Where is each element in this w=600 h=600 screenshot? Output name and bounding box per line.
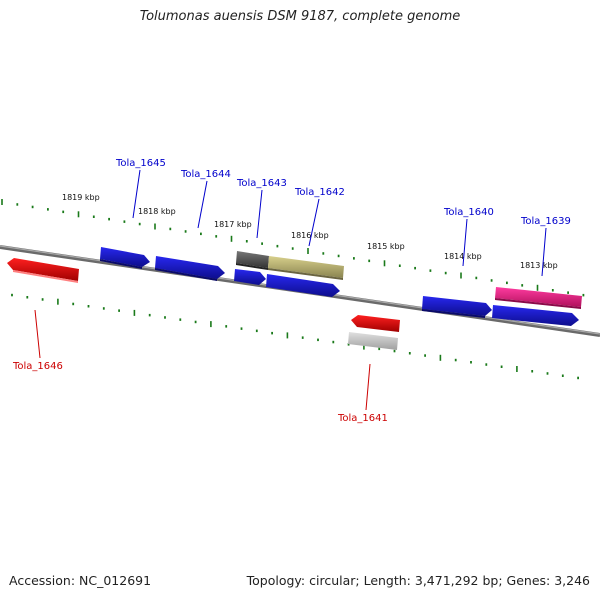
label-tola-1643[interactable]: Tola_1643 [236, 178, 287, 189]
label-tola-1645[interactable]: Tola_1645 [115, 158, 166, 169]
gene-tola-1643[interactable] [236, 251, 269, 270]
scale-label-1814: 1814 kbp [444, 252, 482, 261]
gene-tola-1641[interactable] [351, 315, 400, 332]
upper-label-leaders [132, 169, 547, 277]
label-tola-1640[interactable]: Tola_1640 [443, 207, 494, 218]
gene-tola-1644[interactable] [155, 256, 225, 281]
accession-label: Accession: NC_012691 [9, 573, 152, 588]
scale-label-1818: 1818 kbp [138, 207, 176, 216]
label-tola-1639[interactable]: Tola_1639 [520, 216, 571, 227]
label-tola-1642[interactable]: Tola_1642 [294, 187, 345, 198]
scale-label-1813: 1813 kbp [520, 261, 558, 270]
map-title: Tolumonas auensis DSM 9187, complete gen… [139, 9, 461, 24]
gene-tola-1642[interactable] [268, 256, 344, 280]
genome-summary: Topology: circular; Length: 3,471,292 bp… [246, 573, 590, 588]
gene-tola-1639-lower-part[interactable] [492, 305, 579, 326]
gene-tola-1646[interactable] [7, 258, 79, 283]
upper-scale-ticks [1, 199, 585, 297]
gene-tola-1641-shadow [348, 332, 398, 350]
lower-label-leaders [34, 309, 371, 411]
scale-label-1817: 1817 kbp [214, 220, 252, 229]
gene-tola-1645[interactable] [100, 247, 150, 269]
scale-label-1819: 1819 kbp [62, 193, 100, 202]
scale-label-1815: 1815 kbp [367, 242, 405, 251]
gene-tola-1640[interactable] [422, 296, 492, 318]
gene-tola-1642-lower-part[interactable] [266, 274, 340, 297]
label-tola-1641[interactable]: Tola_1641 [337, 413, 388, 424]
gene-tola-1639[interactable] [495, 287, 582, 309]
label-tola-1646[interactable]: Tola_1646 [12, 361, 63, 372]
label-tola-1644[interactable]: Tola_1644 [180, 169, 231, 180]
lower-scale-ticks [11, 293, 579, 380]
gene-tola-1643-lower-part[interactable] [234, 269, 266, 285]
scale-label-1816: 1816 kbp [291, 231, 329, 240]
